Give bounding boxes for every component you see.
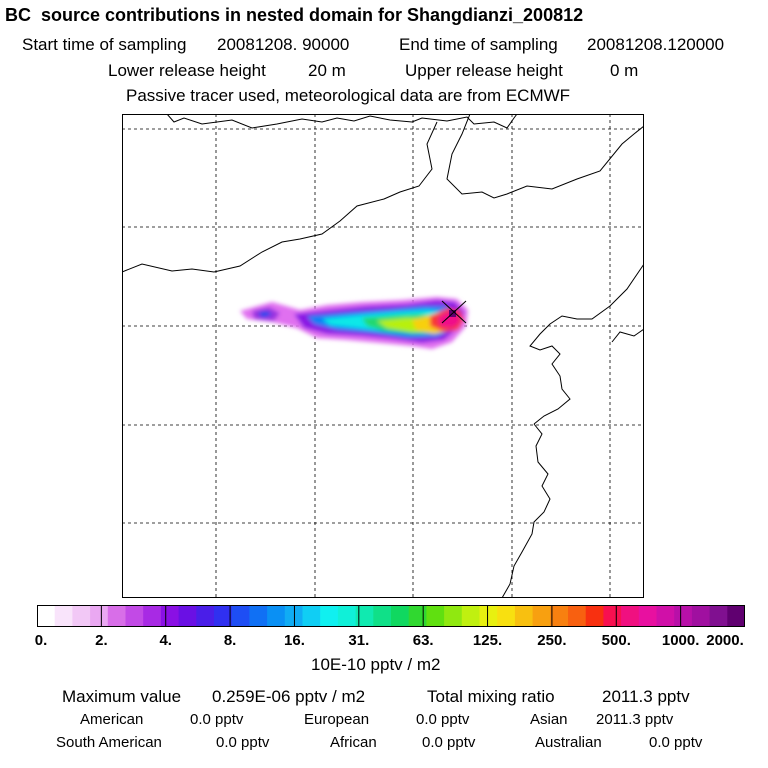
- colorbar-cell: [267, 605, 286, 627]
- max-value-label: Maximum value: [62, 687, 182, 706]
- colorbar-cell: [196, 605, 215, 627]
- region-value-african: 0.0 pptv: [422, 734, 476, 751]
- total-mixing-label: Total mixing ratio: [427, 687, 555, 706]
- colorbar-cell: [90, 605, 109, 627]
- colorbar-cell: [709, 605, 728, 627]
- colorbar-cell: [249, 605, 268, 627]
- colorbar-tick-label: 4.: [159, 632, 172, 649]
- bc-plume: [240, 297, 468, 349]
- colorbar-cell: [461, 605, 480, 627]
- colorbar-cell: [37, 605, 56, 627]
- total-mixing-value: 2011.3 pptv: [602, 687, 690, 706]
- tracer-note: Passive tracer used, meteorological data…: [126, 86, 571, 105]
- colorbar-cell: [337, 605, 356, 627]
- colorbar-cell: [178, 605, 197, 627]
- colorbar-cell: [125, 605, 144, 627]
- max-value: 0.259E-06 pptv / m2: [212, 687, 366, 706]
- colorbar-tick-label: 250.: [537, 632, 567, 649]
- region-value-australian: 0.0 pptv: [649, 734, 703, 751]
- colorbar-cell: [143, 605, 162, 627]
- colorbar-cell: [444, 605, 463, 627]
- region-value-american: 0.0 pptv: [190, 711, 244, 728]
- start-time-label: Start time of sampling: [22, 35, 187, 54]
- region-name-australian: Australian: [535, 734, 602, 751]
- colorbar-tick-label: 63.: [412, 632, 434, 649]
- colorbar-cell: [656, 605, 675, 627]
- colorbar-cell: [107, 605, 126, 627]
- region-name-european: European: [304, 711, 370, 728]
- colorbar-cell: [54, 605, 73, 627]
- colorbar-cell: [727, 605, 745, 627]
- colorbar-tick-label: 2.: [95, 632, 108, 649]
- colorbar-cell: [284, 605, 303, 627]
- colorbar-cell: [674, 605, 693, 627]
- colorbar-cell: [621, 605, 640, 627]
- colorbar-cell: [214, 605, 233, 627]
- colorbar-cell: [638, 605, 657, 627]
- lower-height-value: 20 m: [308, 61, 346, 80]
- end-time-value: 20081208.120000: [587, 35, 725, 54]
- colorbar-cell: [320, 605, 339, 627]
- colorbar-cell: [408, 605, 427, 627]
- upper-height-label: Upper release height: [405, 61, 563, 80]
- colorbar-cell: [426, 605, 445, 627]
- colorbar-tick-label: 31.: [348, 632, 370, 649]
- colorbar-cell: [355, 605, 374, 627]
- region-name-african: African: [330, 734, 377, 751]
- station-marker: [441, 300, 467, 324]
- region-value-south-american: 0.0 pptv: [216, 734, 270, 751]
- colorbar-cell: [231, 605, 250, 627]
- colorbar-cell: [497, 605, 516, 627]
- colorbar-cell: [514, 605, 533, 627]
- region-name-asian: Asian: [530, 711, 568, 728]
- colorbar-tick-label: 2000.: [706, 632, 744, 649]
- colorbar-tick-label: 16.: [284, 632, 305, 649]
- lat-lon-grid: [122, 114, 644, 598]
- country-borders: [122, 114, 644, 598]
- region-value-european: 0.0 pptv: [416, 711, 470, 728]
- lower-height-label: Lower release height: [108, 61, 266, 80]
- colorbar-cell: [373, 605, 392, 627]
- colorbar-tick-label: 1000.: [661, 632, 700, 649]
- region-name-american: American: [80, 711, 144, 728]
- region-name-south-american: South American: [56, 734, 162, 751]
- map-title: BC source contributions in nested domain…: [5, 5, 584, 25]
- colorbar-tick-label: 0.: [34, 632, 48, 649]
- upper-height-value: 0 m: [610, 61, 639, 80]
- colorbar-cell: [568, 605, 587, 627]
- colorbar-cell: [72, 605, 91, 627]
- colorbar-cell: [391, 605, 410, 627]
- colorbar-cell: [302, 605, 321, 627]
- map-frame: [122, 114, 644, 598]
- map-panel: [122, 114, 644, 598]
- colorbar-tick-label: 125.: [472, 632, 503, 649]
- colorbar-cell: [585, 605, 604, 627]
- colorbar-cell: [691, 605, 710, 627]
- colorbar-cell: [550, 605, 569, 627]
- colorbar-cell: [479, 605, 498, 627]
- colorbar-tick-label: 8.: [223, 632, 237, 649]
- colorbar-cell: [532, 605, 551, 627]
- colorbar-tick-label: 500.: [601, 632, 631, 649]
- colorbar-unit: 10E-10 pptv / m2: [311, 655, 441, 674]
- colorbar-cell: [160, 605, 179, 627]
- colorbar-cell: [603, 605, 622, 627]
- region-value-asian: 2011.3 pptv: [596, 711, 674, 728]
- start-time-value: 20081208. 90000: [217, 35, 350, 54]
- colorbar: [37, 605, 745, 627]
- end-time-label: End time of sampling: [399, 35, 558, 54]
